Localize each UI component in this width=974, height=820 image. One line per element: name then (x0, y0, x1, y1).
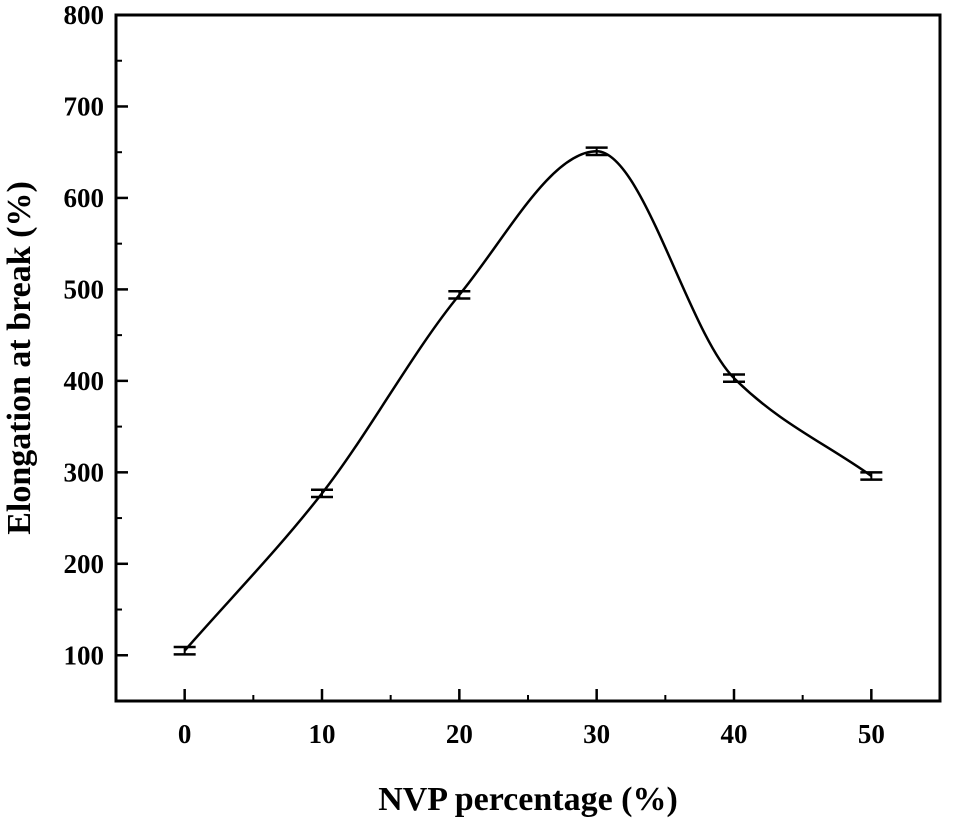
y-tick-label: 400 (64, 366, 105, 396)
x-tick-label: 50 (858, 719, 885, 749)
data-point (448, 289, 471, 300)
minor-ticks (116, 59, 804, 702)
y-axis-title: Elongation at break (%) (1, 181, 38, 535)
x-tick-label: 10 (309, 719, 336, 749)
data-point (311, 488, 333, 499)
data-point (723, 373, 745, 384)
series-curve (183, 150, 873, 652)
y-tick-label: 600 (64, 183, 105, 213)
data-point (585, 146, 608, 157)
x-tick-label: 30 (583, 719, 610, 749)
y-tick-label: 500 (64, 274, 105, 304)
x-axis-title: NVP percentage (%) (378, 781, 678, 818)
y-tick-label: 200 (64, 549, 105, 579)
y-tick-label: 700 (64, 91, 105, 121)
data-point (860, 471, 883, 481)
y-axis-ticks: 100 200 300 400 500 600 700 800 (64, 0, 128, 670)
x-tick-label: 20 (446, 719, 473, 749)
data-point (173, 645, 196, 656)
y-tick-label: 100 (64, 640, 105, 670)
data-points (173, 146, 883, 656)
plot-frame (114, 13, 942, 703)
x-tick-label: 0 (178, 719, 192, 749)
y-tick-label: 800 (64, 0, 105, 30)
x-axis-ticks: 0 10 20 30 40 50 (178, 689, 885, 749)
y-tick-label: 300 (64, 457, 105, 487)
x-tick-label: 40 (721, 719, 748, 749)
